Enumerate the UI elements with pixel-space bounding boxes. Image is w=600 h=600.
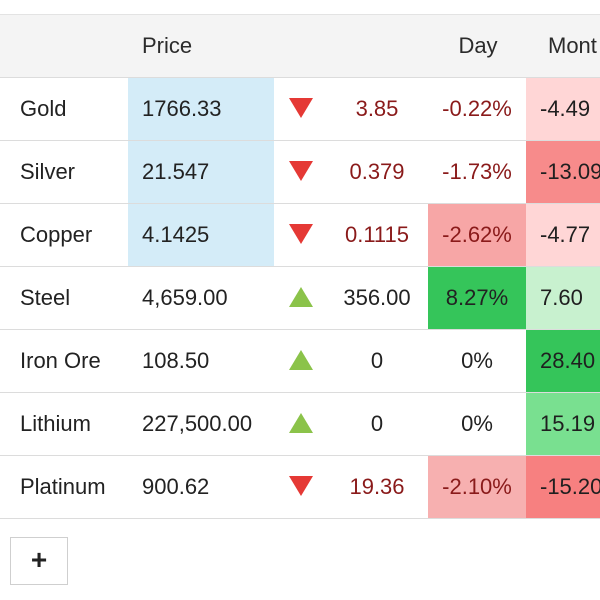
day-percent: -2.62% [428, 204, 526, 266]
month-percent: -4.77 [526, 204, 600, 266]
month-percent: 28.40 [526, 330, 600, 392]
trend-cell [274, 267, 328, 329]
column-header-month[interactable]: Mont [548, 33, 597, 58]
commodity-name: Platinum [20, 474, 106, 499]
change-value: 3.85 [355, 96, 399, 121]
top-strip [0, 0, 600, 14]
table-row[interactable]: Lithium 227,500.00 0 0% 15.19 [0, 393, 600, 456]
trend-cell [274, 456, 328, 518]
triangle-up-icon [289, 350, 313, 371]
commodity-name: Steel [20, 285, 71, 310]
trend-cell [274, 393, 328, 455]
commodity-name: Copper [20, 222, 93, 247]
table-row[interactable]: Silver 21.547 0.379 -1.73% -13.09 [0, 141, 600, 204]
trend-cell [274, 78, 328, 140]
triangle-down-icon [289, 161, 313, 182]
triangle-down-icon [289, 224, 313, 245]
commodity-name: Silver [20, 159, 76, 184]
trend-cell [274, 204, 328, 266]
table-row[interactable]: Copper 4.1425 0.1115 -2.62% -4.77 [0, 204, 600, 267]
price-cell: 21.547 [128, 141, 274, 203]
month-percent: -13.09 [526, 141, 600, 203]
change-value: 0 [370, 411, 384, 436]
commodity-name: Iron Ore [20, 348, 101, 373]
triangle-up-icon [289, 287, 313, 308]
triangle-up-icon [289, 413, 313, 434]
change-value: 0.1115 [344, 222, 410, 247]
price-cell: 227,500.00 [142, 411, 253, 436]
price-cell: 1766.33 [128, 78, 274, 140]
table-row[interactable]: Platinum 900.62 19.36 -2.10% -15.20 [0, 456, 600, 519]
change-value: 0 [370, 348, 384, 373]
column-header-day[interactable]: Day [458, 33, 498, 58]
table-row[interactable]: Steel 4,659.00 356.00 8.27% 7.60 [0, 267, 600, 330]
change-value: 19.36 [349, 474, 405, 499]
price-cell: 4.1425 [128, 204, 274, 266]
table-row[interactable]: Gold 1766.33 3.85 -0.22% -4.49 [0, 78, 600, 141]
day-percent: 0% [461, 411, 493, 436]
price-cell: 108.50 [142, 348, 210, 373]
trend-cell [274, 141, 328, 203]
commodity-name: Gold [20, 96, 67, 121]
plus-icon: + [30, 544, 48, 575]
month-percent: 7.60 [526, 267, 600, 329]
triangle-down-icon [289, 476, 313, 497]
change-value: 356.00 [343, 285, 411, 310]
trend-cell [274, 330, 328, 392]
table-header: Price Day Mont [0, 14, 600, 78]
month-percent: 15.19 [526, 393, 600, 455]
change-value: 0.379 [349, 159, 405, 184]
day-percent: -2.10% [428, 456, 526, 518]
add-row-button[interactable]: + [10, 537, 68, 585]
month-percent: -4.49 [526, 78, 600, 140]
day-percent: 8.27% [428, 267, 526, 329]
day-percent: -1.73% [442, 159, 512, 184]
commodity-name: Lithium [20, 411, 91, 436]
table-row[interactable]: Iron Ore 108.50 0 0% 28.40 [0, 330, 600, 393]
day-percent: -0.22% [442, 96, 512, 121]
day-percent: 0% [461, 348, 493, 373]
triangle-down-icon [289, 98, 313, 119]
month-percent: -15.20 [526, 456, 600, 518]
price-cell: 900.62 [142, 474, 210, 499]
column-header-price[interactable]: Price [142, 33, 193, 58]
price-cell: 4,659.00 [142, 285, 228, 310]
